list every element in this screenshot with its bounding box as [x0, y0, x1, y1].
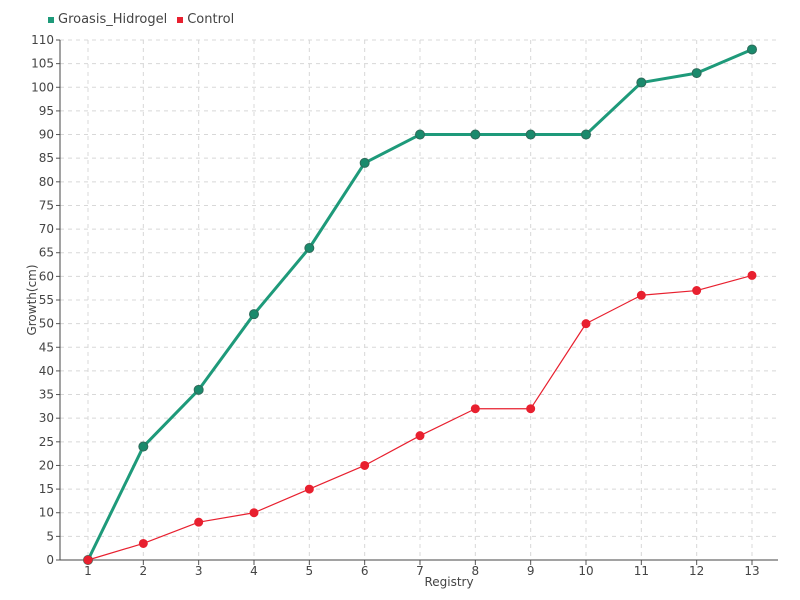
- legend-label-groasis-hidrogel: Groasis_Hidrogel: [58, 12, 168, 27]
- series-point-groasis-hidrogel: [359, 157, 370, 168]
- series-point-groasis-hidrogel: [691, 68, 702, 79]
- series-point-groasis-hidrogel: [304, 243, 315, 253]
- series-point-control: [360, 460, 370, 470]
- x-tick-label: 12: [689, 564, 704, 578]
- series-point-control: [304, 484, 314, 494]
- x-tick-label: 5: [306, 564, 314, 578]
- y-tick-label: 70: [39, 222, 54, 236]
- series-point-groasis-hidrogel: [193, 384, 204, 395]
- series-point-control: [83, 555, 93, 565]
- legend-swatch-control: [177, 16, 184, 23]
- series-point-control: [138, 538, 148, 548]
- y-tick-label: 25: [39, 435, 54, 449]
- series-point-control: [692, 286, 702, 296]
- y-tick-label: 10: [39, 506, 54, 520]
- y-tick-label: 50: [39, 317, 54, 331]
- y-tick-label: 100: [31, 80, 54, 94]
- legend-item-groasis-hidrogel[interactable]: Groasis_Hidrogel: [48, 12, 167, 27]
- series-point-groasis-hidrogel: [470, 129, 481, 140]
- y-tick-label: 45: [39, 340, 54, 354]
- legend-swatch-groasis-hidrogel: [48, 16, 54, 23]
- y-tick-label: 85: [39, 151, 54, 165]
- x-tick-label: 9: [527, 564, 535, 578]
- y-tick-label: 15: [39, 482, 54, 496]
- series-point-groasis-hidrogel: [747, 44, 757, 55]
- series-point-control: [194, 517, 204, 527]
- x-tick-label: 2: [140, 564, 148, 578]
- series-point-control: [526, 404, 536, 414]
- legend-label-control: Control: [187, 12, 235, 27]
- series-point-groasis-hidrogel: [415, 129, 425, 140]
- series-point-control: [470, 404, 480, 414]
- x-tick-label: 3: [195, 564, 203, 578]
- x-tick-label: 7: [416, 564, 424, 578]
- series-point-groasis-hidrogel: [581, 129, 591, 140]
- legend-item-control[interactable]: Control: [177, 12, 234, 27]
- y-tick-label: 60: [39, 269, 54, 283]
- x-tick-label: 4: [250, 564, 258, 578]
- x-axis-title: Registry: [424, 575, 473, 589]
- x-tick-label: 1: [84, 564, 92, 578]
- y-tick-label: 0: [46, 553, 54, 567]
- y-tick-label: 30: [39, 411, 54, 425]
- x-tick-label: 13: [744, 564, 759, 578]
- x-tick-label: 8: [472, 564, 480, 578]
- series-point-control: [747, 270, 757, 280]
- y-tick-label: 35: [39, 388, 54, 402]
- y-tick-label: 110: [31, 33, 54, 47]
- y-tick-label: 105: [31, 57, 54, 71]
- y-tick-label: 65: [39, 246, 54, 260]
- y-tick-label: 80: [39, 175, 54, 189]
- x-tick-label: 6: [361, 564, 369, 578]
- y-tick-label: 20: [39, 458, 54, 472]
- series-point-groasis-hidrogel: [636, 77, 647, 88]
- y-tick-label: 75: [39, 198, 54, 212]
- x-tick-label: 11: [634, 564, 649, 578]
- series-point-control: [415, 431, 425, 441]
- series-point-control: [581, 319, 591, 329]
- series-point-control: [636, 290, 646, 300]
- series-point-groasis-hidrogel: [249, 309, 259, 320]
- y-tick-label: 5: [46, 529, 54, 543]
- y-tick-label: 55: [39, 293, 54, 307]
- y-tick-label: 90: [39, 128, 54, 142]
- series-point-groasis-hidrogel: [525, 129, 536, 140]
- series-point-groasis-hidrogel: [138, 441, 149, 452]
- y-tick-label: 95: [39, 104, 54, 118]
- chart-legend: Groasis_Hidrogel Control: [48, 12, 234, 27]
- y-axis-title: Growth(cm): [25, 264, 39, 335]
- series-point-control: [249, 508, 259, 518]
- y-tick-label: 40: [39, 364, 54, 378]
- x-tick-label: 10: [578, 564, 593, 578]
